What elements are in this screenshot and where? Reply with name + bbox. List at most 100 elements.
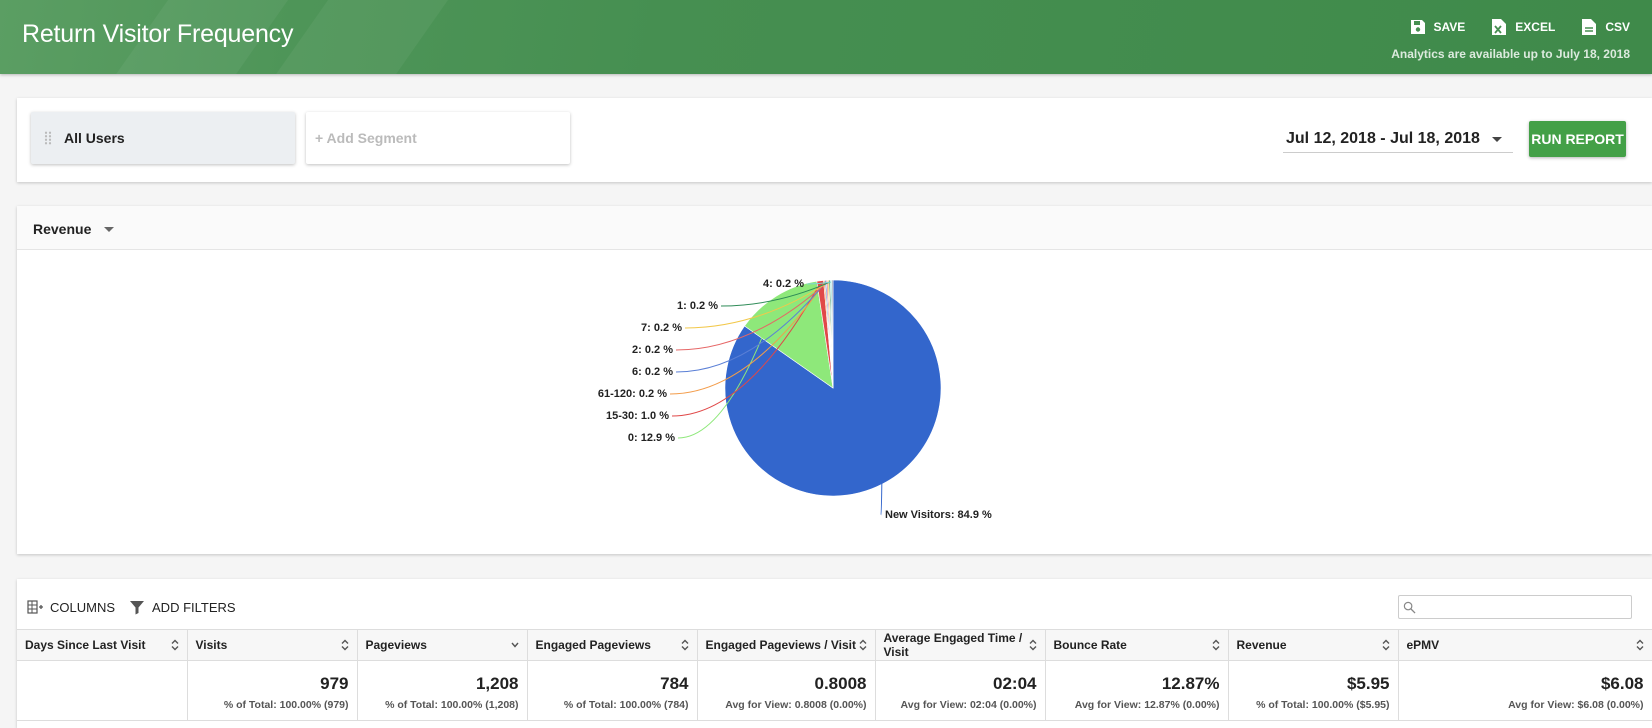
total-value: 02:04 [993,674,1037,693]
pie-slice-label: 7: 0.2 % [641,322,682,334]
column-header[interactable]: Revenue [1228,629,1399,661]
column-header-label: Average Engaged Time / Visit [883,631,1023,659]
total-value: 784 [660,674,689,693]
segment-bar: All Users + Add Segment Jul 12, 2018 - J… [17,98,1652,182]
csv-label: CSV [1605,20,1630,34]
pie-slice-label: New Visitors: 84.9 % [885,509,992,521]
total-subtext: % of Total: 100.00% ($5.95) [1256,699,1390,711]
total-subtext: Avg for View: 0.8008 (0.00%) [725,699,867,711]
total-cell: 12.87% Avg for View: 12.87% (0.00%) [1045,660,1229,721]
total-subtext: % of Total: 100.00% (979) [223,699,349,711]
metric-label: Revenue [33,221,92,237]
column-header-label: Engaged Pageviews / Visit [705,638,857,652]
drag-handle-icon[interactable] [44,131,52,145]
columns-icon [27,600,43,614]
column-header[interactable]: Days Since Last Visit [17,629,188,661]
page-header: Return Visitor Frequency SAVE EXCEL CSV … [0,0,1652,74]
column-header[interactable]: Engaged Pageviews [527,629,698,661]
pie-slice[interactable] [831,279,834,389]
total-value: 979 [320,674,349,693]
pie-slice-label: 2: 0.2 % [632,344,673,356]
table-header-row: Days Since Last Visit Visits Pageviews Enga… [17,629,1652,661]
column-header[interactable]: Bounce Rate [1045,629,1229,661]
run-report-button[interactable]: RUN REPORT [1529,121,1626,157]
sort-icon[interactable] [1636,639,1644,651]
date-range-value: Jul 12, 2018 - Jul 18, 2018 [1286,130,1480,147]
column-header[interactable]: Visits [187,629,358,661]
add-filters-label: ADD FILTERS [152,599,236,615]
filter-icon [130,601,145,615]
column-header[interactable]: ePMV [1398,629,1652,661]
total-cell: 979 % of Total: 100.00% (979) [187,660,358,721]
column-header-label: Days Since Last Visit [25,638,146,652]
search-input[interactable] [1419,598,1627,616]
column-header[interactable]: Pageviews [357,629,528,661]
column-header-label: Pageviews [365,638,427,652]
save-button[interactable]: SAVE [1410,18,1466,36]
sort-icon[interactable] [1382,639,1390,651]
segment-label: All Users [64,130,125,146]
pie-leader-line [806,281,832,285]
sort-icon[interactable] [1029,639,1037,651]
pie-leader-line [720,281,830,307]
save-label: SAVE [1433,20,1466,34]
pie-leader-line [671,282,821,417]
table-search[interactable] [1398,595,1632,619]
sort-icon[interactable] [171,639,179,651]
chart-header: Revenue [17,206,1652,250]
analytics-availability-note: Analytics are available up to July 18, 2… [1391,47,1630,61]
pie-leader-line [880,481,883,516]
total-value: $6.08 [1600,674,1644,693]
csv-export-button[interactable]: CSV [1581,18,1630,36]
column-header-label: ePMV [1406,638,1440,652]
date-range-selector[interactable]: Jul 12, 2018 - Jul 18, 2018 [1283,123,1513,153]
total-subtext: % of Total: 100.00% (784) [563,699,689,711]
total-cell: 1,208 % of Total: 100.00% (1,208) [357,660,528,721]
total-cell: 02:04 Avg for View: 02:04 (0.00%) [875,660,1046,721]
total-subtext: Avg for View: 12.87% (0.00%) [1074,699,1220,711]
total-cell: 784 % of Total: 100.00% (784) [527,660,698,721]
pie-leader-line [669,282,825,395]
revenue-pie-chart: New Visitors: 84.9 % 0: 12.9 % 15-30: 1.0 … [17,250,992,521]
metric-selector[interactable]: Revenue [33,221,114,237]
columns-label: COLUMNS [50,599,116,615]
columns-button[interactable]: COLUMNS [27,599,115,615]
total-cell [17,660,188,721]
column-header-label: Visits [195,638,228,652]
column-header-label: Bounce Rate [1053,638,1127,652]
page-title: Return Visitor Frequency [22,20,294,48]
sort-descending-icon[interactable] [510,639,519,651]
total-subtext: % of Total: 100.00% (1,208) [385,699,519,711]
total-cell: $5.95 % of Total: 100.00% ($5.95) [1228,660,1399,721]
sort-icon[interactable] [341,639,349,651]
excel-export-button[interactable]: EXCEL [1491,18,1555,36]
search-icon [1403,601,1416,614]
total-subtext: Avg for View: $6.08 (0.00%) [1508,699,1644,711]
total-cell: $6.08 Avg for View: $6.08 (0.00%) [1398,660,1652,721]
add-segment-button[interactable]: + Add Segment [306,112,570,164]
column-header-label: Revenue [1236,638,1287,652]
pie-leader-line [675,282,827,373]
sort-icon[interactable] [859,639,867,651]
table-totals-row: 979 % of Total: 100.00% (979) 1,208 % of To… [17,660,1652,721]
chevron-down-icon [104,227,114,232]
excel-label: EXCEL [1515,20,1556,34]
pie-leader-line [677,297,778,439]
column-header[interactable]: Engaged Pageviews / Visit [697,629,876,661]
sort-icon[interactable] [681,639,689,651]
pie-slice-label: 15-30: 1.0 % [606,410,669,422]
pie-slice-label: 1: 0.2 % [677,300,718,312]
report-table: Days Since Last Visit Visits Pageviews Enga… [17,629,1652,721]
excel-file-icon [1492,19,1507,35]
total-value: 0.8008 [814,674,867,693]
add-filters-button[interactable]: ADD FILTERS [129,599,236,615]
total-cell: 0.8008 Avg for View: 0.8008 (0.00%) [697,660,876,721]
pie-slice[interactable] [744,280,834,389]
column-header[interactable]: Average Engaged Time / Visit [875,629,1046,661]
total-value: $5.95 [1346,674,1390,693]
sort-icon[interactable] [1212,639,1220,651]
pie-slice-label: 4: 0.2 % [763,278,804,290]
segment-all-users[interactable]: All Users [31,112,295,164]
chevron-down-icon [1492,137,1502,142]
column-header-label: Engaged Pageviews [535,638,651,652]
